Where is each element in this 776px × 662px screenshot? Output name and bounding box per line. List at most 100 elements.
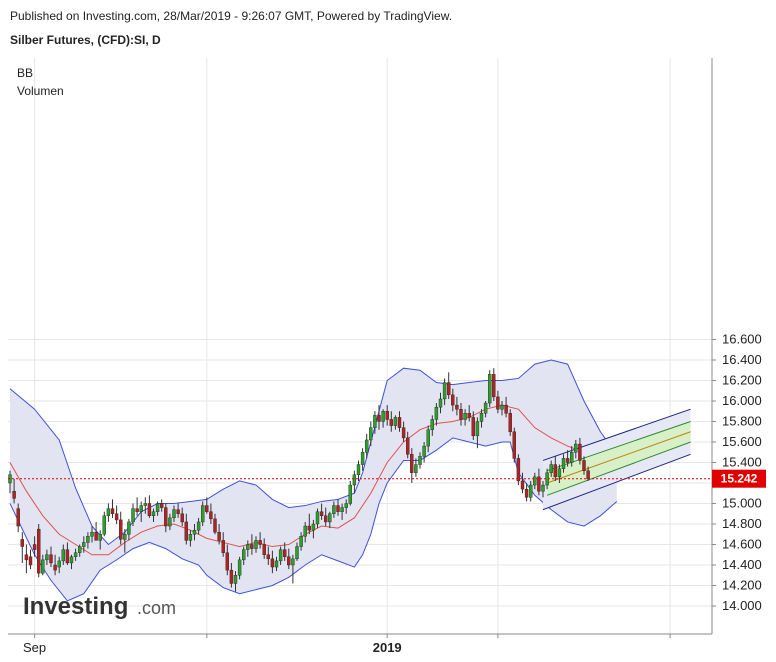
candle-body [307, 525, 311, 531]
candle-body [77, 546, 82, 553]
candle-body [278, 549, 283, 562]
axes [8, 58, 713, 635]
y-tick-label: 16.000 [722, 393, 762, 408]
candle-body [221, 540, 225, 553]
candle-body [123, 534, 127, 540]
candle-body [258, 540, 262, 545]
candlesticks [8, 368, 590, 592]
candle-body [147, 503, 152, 517]
published-caption: Published on Investing.com, 28/Mar/2019 … [10, 9, 453, 23]
candle-body [24, 554, 29, 561]
candle-body [553, 464, 557, 478]
candle-body [225, 552, 230, 571]
candle-body [262, 544, 266, 555]
candle-body [389, 419, 393, 426]
candle-body [176, 509, 180, 514]
candle-body [516, 458, 521, 482]
candle-body [373, 415, 377, 428]
candle-body [430, 419, 434, 430]
x-tick-label: 2019 [373, 640, 402, 655]
candle-body [73, 552, 78, 558]
candle-body [41, 559, 45, 574]
candle-body [143, 503, 148, 506]
candle-body [205, 505, 209, 512]
candle-body [336, 505, 340, 512]
candle-body [529, 484, 533, 498]
candle-body [369, 427, 373, 441]
candle-body [463, 413, 467, 420]
candle-body [213, 518, 217, 533]
legend-bb: BB [17, 66, 33, 80]
candle-body [524, 488, 529, 498]
candle-body [94, 532, 98, 541]
candle-body [557, 468, 562, 478]
candle-body [467, 413, 471, 418]
candle-body [20, 539, 24, 547]
candle-body [287, 556, 291, 566]
candle-body [106, 508, 111, 516]
y-tick-label: 15.400 [722, 455, 762, 470]
candle-body [217, 532, 221, 541]
y-tick-label: 15.800 [722, 414, 762, 429]
current-price: 15.242 [8, 469, 766, 488]
candle-body [188, 534, 193, 541]
candle-body [414, 464, 418, 473]
candle-body [299, 536, 303, 547]
candle-body [479, 413, 484, 422]
instrument-title: Silber Futures, (CFD):SI, D [10, 33, 161, 47]
candle-body [98, 534, 102, 541]
channel-lower-line [542, 453, 691, 511]
candle-body [57, 560, 61, 568]
candle-body [352, 474, 357, 486]
candle-body [151, 511, 156, 517]
candle-body [135, 508, 139, 512]
y-tick-label: 16.400 [722, 352, 762, 367]
current-price-box [712, 469, 766, 488]
candle-body [356, 464, 361, 475]
candle-body [233, 575, 238, 584]
candle-body [241, 549, 246, 561]
y-tick-label: 14.400 [722, 557, 762, 572]
candle-body [500, 404, 504, 410]
candle-body [131, 508, 135, 523]
candle-body [385, 411, 389, 420]
candle-body [475, 421, 480, 437]
candle-body [508, 413, 512, 432]
candle-body [561, 458, 566, 469]
candle-body [250, 544, 254, 549]
candle-body [45, 554, 49, 561]
candle-body [324, 515, 328, 523]
candle-body [418, 456, 422, 465]
candle-body [254, 540, 258, 549]
candle-body [118, 519, 123, 540]
candle-body [315, 511, 320, 525]
candle-body [447, 382, 451, 396]
y-tick-label: 14.600 [722, 537, 762, 552]
candle-body [86, 536, 90, 543]
candle-body [582, 460, 586, 471]
candle-body [541, 484, 545, 492]
candle-body [410, 454, 414, 473]
channel-inner-fill [547, 421, 691, 496]
candle-body [53, 564, 57, 571]
candle-body [229, 569, 234, 584]
candle-body [180, 513, 184, 523]
candle-body [451, 394, 455, 406]
candle-body [274, 560, 279, 568]
candle-body [110, 508, 115, 514]
candle-body [283, 549, 287, 558]
candle-body [196, 521, 201, 531]
candle-body [455, 404, 459, 410]
candle-body [549, 464, 553, 473]
candle-body [270, 558, 275, 568]
candle-body [533, 476, 537, 486]
candle-body [172, 509, 176, 519]
candle-body [438, 398, 443, 408]
candle-body [295, 546, 299, 560]
candle-body [565, 458, 570, 463]
channel-inner-lower-line [546, 441, 691, 496]
candle-body [90, 532, 94, 537]
candle-body [570, 452, 574, 463]
candle-body [496, 396, 500, 410]
